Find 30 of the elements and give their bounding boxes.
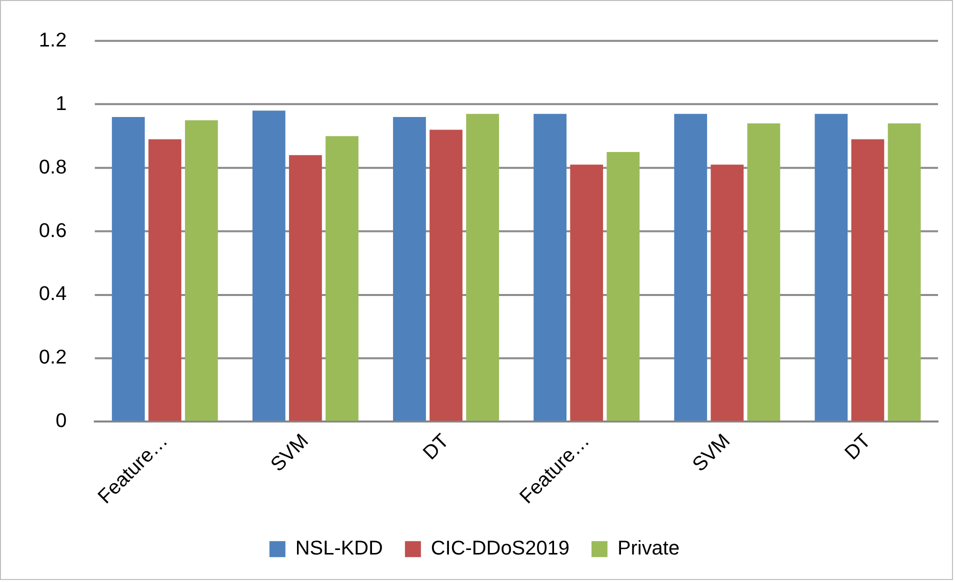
bar xyxy=(184,120,218,421)
y-tick-label: 0.2 xyxy=(38,346,67,369)
y-tick-label: 0.8 xyxy=(38,156,67,178)
bar xyxy=(570,164,604,421)
y-tick-label: 1 xyxy=(56,92,67,115)
legend-label: Private xyxy=(617,538,680,560)
bar xyxy=(606,152,640,421)
bar xyxy=(534,114,566,421)
legend-label: NSL-KDD xyxy=(295,538,383,560)
bar xyxy=(289,155,322,421)
bar xyxy=(112,117,145,421)
x-tick-label: DT xyxy=(840,430,876,464)
bar xyxy=(430,130,462,421)
y-tick-label: 0.6 xyxy=(38,220,67,242)
bar xyxy=(851,139,884,421)
x-tick-label: DT xyxy=(419,430,454,464)
bar xyxy=(466,114,500,421)
bar xyxy=(326,136,358,421)
bar xyxy=(252,110,286,421)
y-tick-label: 0.4 xyxy=(38,283,67,306)
bar xyxy=(710,164,744,421)
bar xyxy=(747,123,780,421)
bar xyxy=(814,114,848,421)
y-tick-label: 0 xyxy=(56,410,67,432)
bar xyxy=(393,117,426,421)
bar xyxy=(148,139,182,421)
y-tick-label: 1.2 xyxy=(38,29,67,52)
legend-label: CIC-DDoS2019 xyxy=(430,538,570,560)
bar xyxy=(674,114,708,421)
bar xyxy=(888,123,921,421)
